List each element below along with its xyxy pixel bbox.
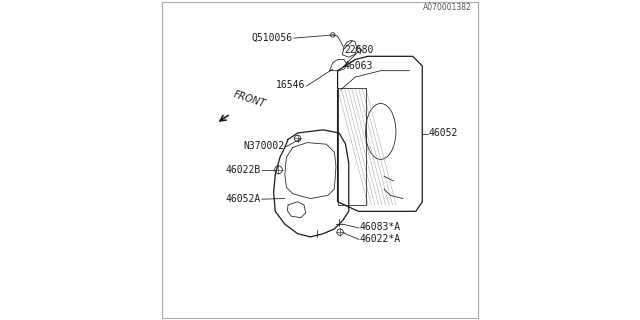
Text: N370002: N370002 xyxy=(244,141,285,151)
Text: 46052A: 46052A xyxy=(226,194,261,204)
Text: 22680: 22680 xyxy=(344,45,373,55)
Text: 46022*A: 46022*A xyxy=(360,235,401,244)
Text: A070001382: A070001382 xyxy=(423,3,472,12)
Text: Q510056: Q510056 xyxy=(252,33,293,43)
Text: 46063: 46063 xyxy=(344,61,373,71)
Text: 46083*A: 46083*A xyxy=(360,222,401,232)
Text: 16546: 16546 xyxy=(276,80,306,90)
Text: 46052: 46052 xyxy=(429,128,458,138)
Text: FRONT: FRONT xyxy=(232,89,267,109)
Text: 46022B: 46022B xyxy=(226,165,261,175)
